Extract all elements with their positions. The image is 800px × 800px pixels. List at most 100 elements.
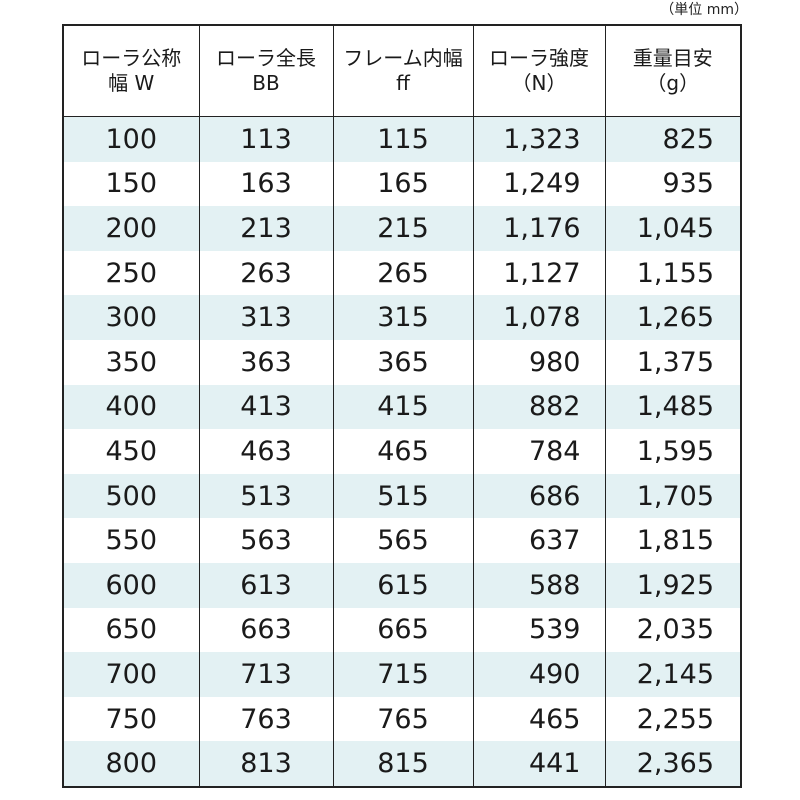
table-row: 350 363 365 980 1,375 <box>62 339 742 385</box>
header-label-line2: 幅 W <box>108 71 155 95</box>
cell-nominal-width: 300 <box>62 295 200 340</box>
cell-weight-estimate: 1,595 <box>604 429 742 474</box>
cell-nominal-width: 200 <box>62 206 200 251</box>
table-row: 450 463 465 784 1,595 <box>62 429 742 474</box>
header-label-line1: ローラ強度 <box>489 46 589 70</box>
cell-roller-length: 513 <box>198 473 334 519</box>
cell-frame-inner-width: 415 <box>332 384 474 430</box>
header-label-line1: フレーム内幅 <box>343 46 463 70</box>
cell-frame-inner-width: 215 <box>332 206 474 251</box>
cell-nominal-width: 450 <box>62 429 200 474</box>
cell-roller-length: 363 <box>198 339 334 385</box>
header-frame-inner-width: フレーム内幅 ff <box>332 24 474 117</box>
table-row: 550 563 565 637 1,815 <box>62 518 742 563</box>
cell-roller-strength: 1,176 <box>472 206 606 251</box>
table-row: 400 413 415 882 1,485 <box>62 384 742 430</box>
roller-spec-table: ローラ公称 幅 W ローラ全長 BB フレーム内幅 ff ローラ強度 （N） 重… <box>62 24 742 788</box>
cell-weight-estimate: 1,705 <box>604 473 742 519</box>
cell-weight-estimate: 935 <box>604 161 742 207</box>
header-row: ローラ公称 幅 W ローラ全長 BB フレーム内幅 ff ローラ強度 （N） 重… <box>62 24 742 117</box>
cell-frame-inner-width: 265 <box>332 250 474 296</box>
table-row: 500 513 515 686 1,705 <box>62 473 742 519</box>
header-nominal-width: ローラ公称 幅 W <box>62 24 200 117</box>
cell-frame-inner-width: 465 <box>332 429 474 474</box>
cell-nominal-width: 400 <box>62 384 200 430</box>
cell-roller-strength: 588 <box>472 562 606 608</box>
table-row: 600 613 615 588 1,925 <box>62 562 742 608</box>
cell-frame-inner-width: 765 <box>332 696 474 742</box>
cell-nominal-width: 150 <box>62 161 200 207</box>
cell-roller-strength: 441 <box>472 741 606 787</box>
header-label-line2: （g） <box>646 71 700 95</box>
cell-weight-estimate: 1,925 <box>604 562 742 608</box>
cell-roller-strength: 980 <box>472 339 606 385</box>
cell-nominal-width: 550 <box>62 518 200 563</box>
table-row: 100 113 115 1,323 825 <box>62 116 742 162</box>
cell-roller-strength: 686 <box>472 473 606 519</box>
header-label-line1: ローラ全長 <box>216 46 316 70</box>
cell-weight-estimate: 1,155 <box>604 250 742 296</box>
cell-roller-length: 463 <box>198 429 334 474</box>
header-label-line1: ローラ公称 <box>81 46 182 70</box>
cell-frame-inner-width: 365 <box>332 339 474 385</box>
cell-frame-inner-width: 115 <box>332 116 474 162</box>
cell-nominal-width: 350 <box>62 339 200 385</box>
cell-roller-strength: 1,078 <box>472 295 606 340</box>
cell-weight-estimate: 2,145 <box>604 652 742 697</box>
cell-roller-length: 613 <box>198 562 334 608</box>
table-row: 300 313 315 1,078 1,265 <box>62 295 742 340</box>
header-roller-strength: ローラ強度 （N） <box>472 24 606 117</box>
table-row: 250 263 265 1,127 1,155 <box>62 250 742 296</box>
cell-frame-inner-width: 615 <box>332 562 474 608</box>
cell-nominal-width: 650 <box>62 607 200 653</box>
cell-roller-length: 763 <box>198 696 334 742</box>
cell-roller-strength: 1,323 <box>472 116 606 162</box>
table-row: 650 663 665 539 2,035 <box>62 607 742 653</box>
cell-frame-inner-width: 515 <box>332 473 474 519</box>
cell-roller-length: 163 <box>198 161 334 207</box>
cell-roller-strength: 1,249 <box>472 161 606 207</box>
table-row: 150 163 165 1,249 935 <box>62 161 742 207</box>
cell-nominal-width: 750 <box>62 696 200 742</box>
cell-roller-strength: 465 <box>472 696 606 742</box>
cell-nominal-width: 800 <box>62 741 200 787</box>
cell-nominal-width: 700 <box>62 652 200 697</box>
table-row: 750 763 765 465 2,255 <box>62 696 742 742</box>
cell-nominal-width: 500 <box>62 473 200 519</box>
cell-nominal-width: 100 <box>62 116 200 162</box>
cell-roller-length: 113 <box>198 116 334 162</box>
cell-weight-estimate: 1,485 <box>604 384 742 430</box>
table-row: 200 213 215 1,176 1,045 <box>62 206 742 251</box>
cell-weight-estimate: 1,045 <box>604 206 742 251</box>
header-roller-length: ローラ全長 BB <box>198 24 334 117</box>
cell-frame-inner-width: 565 <box>332 518 474 563</box>
cell-nominal-width: 600 <box>62 562 200 608</box>
cell-roller-length: 563 <box>198 518 334 563</box>
table-header: ローラ公称 幅 W ローラ全長 BB フレーム内幅 ff ローラ強度 （N） 重… <box>62 24 742 117</box>
cell-frame-inner-width: 665 <box>332 607 474 653</box>
table-row: 700 713 715 490 2,145 <box>62 652 742 697</box>
header-label-line2: BB <box>252 71 280 95</box>
table-body: 100 113 115 1,323 825 150 163 165 1,249 935 200 213… <box>62 116 742 787</box>
header-label-line2: （N） <box>511 71 567 95</box>
cell-weight-estimate: 2,035 <box>604 607 742 653</box>
header-weight-estimate: 重量目安 （g） <box>604 24 742 117</box>
cell-roller-length: 663 <box>198 607 334 653</box>
cell-roller-strength: 1,127 <box>472 250 606 296</box>
header-label-line1: 重量目安 <box>632 46 713 70</box>
cell-roller-strength: 539 <box>472 607 606 653</box>
cell-roller-length: 263 <box>198 250 334 296</box>
unit-note: （単位 mm） <box>660 2 748 18</box>
cell-roller-length: 313 <box>198 295 334 340</box>
cell-frame-inner-width: 315 <box>332 295 474 340</box>
header-label-line2: ff <box>396 71 410 95</box>
cell-nominal-width: 250 <box>62 250 200 296</box>
cell-frame-inner-width: 715 <box>332 652 474 697</box>
cell-frame-inner-width: 165 <box>332 161 474 207</box>
cell-roller-length: 413 <box>198 384 334 430</box>
cell-weight-estimate: 2,255 <box>604 696 742 742</box>
cell-frame-inner-width: 815 <box>332 741 474 787</box>
cell-weight-estimate: 1,375 <box>604 339 742 385</box>
cell-weight-estimate: 1,265 <box>604 295 742 340</box>
cell-roller-strength: 784 <box>472 429 606 474</box>
